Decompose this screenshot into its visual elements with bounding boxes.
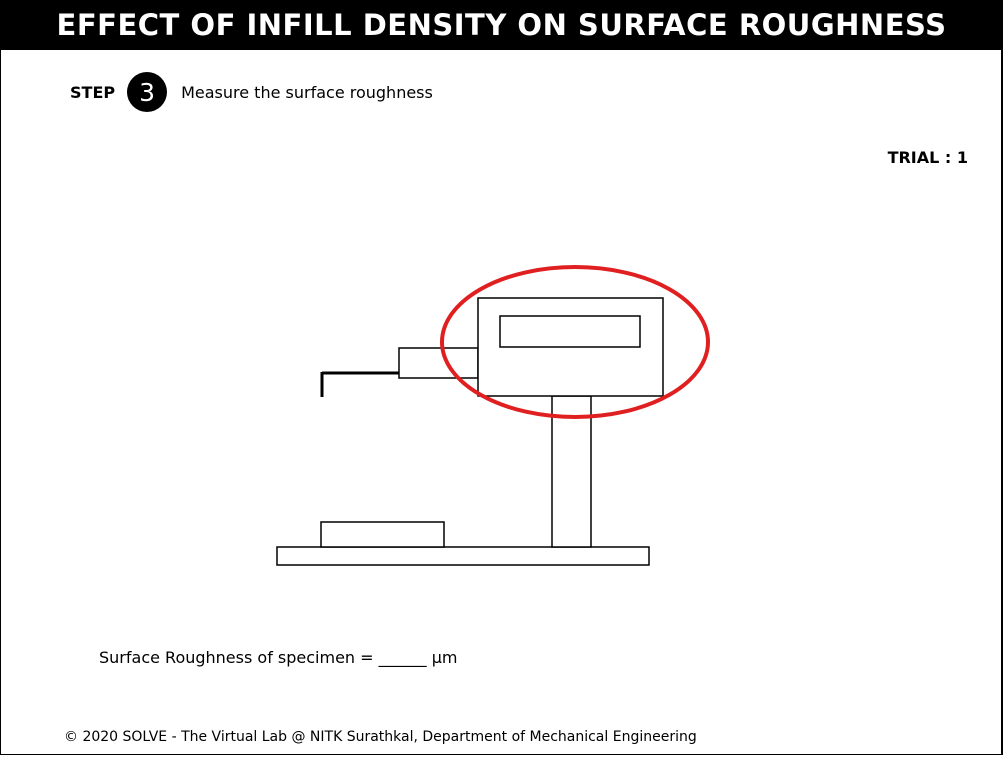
step-label: STEP bbox=[70, 82, 116, 102]
base-plate bbox=[276, 546, 650, 566]
highlight-ellipse bbox=[440, 265, 710, 419]
display-screen[interactable] bbox=[499, 315, 641, 348]
trial-indicator: TRIAL : 1 bbox=[887, 148, 968, 167]
surface-roughness-result: Surface Roughness of specimen = ______ µ… bbox=[99, 648, 458, 667]
footer-copyright: © 2020 SOLVE - The Virtual Lab @ NITK Su… bbox=[64, 729, 697, 745]
probe-holder bbox=[398, 347, 479, 379]
step-number-badge: 3 bbox=[127, 72, 168, 112]
page-title: EFFECT OF INFILL DENSITY ON SURFACE ROUG… bbox=[0, 0, 1003, 50]
specimen[interactable] bbox=[320, 521, 445, 548]
stand-column bbox=[551, 395, 592, 548]
step-indicator: STEP 3 Measure the surface roughness bbox=[70, 72, 433, 112]
step-instruction: Measure the surface roughness bbox=[181, 82, 433, 102]
